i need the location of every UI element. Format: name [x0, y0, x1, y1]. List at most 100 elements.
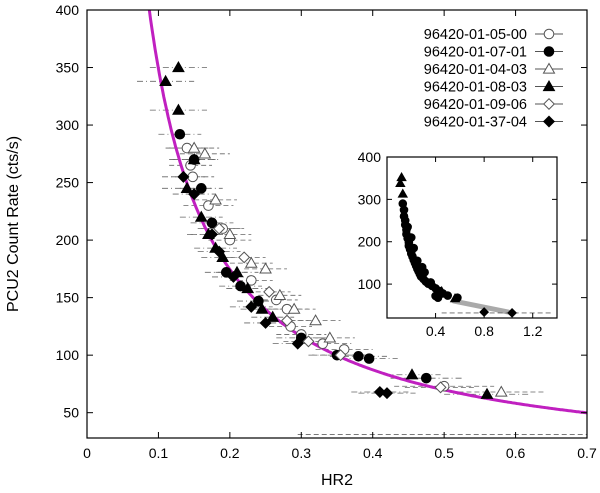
data-point: [213, 222, 226, 235]
y-tick-label: 50: [63, 405, 79, 421]
data-point: [323, 331, 337, 343]
inset-data-point: [409, 243, 419, 253]
data-point: [363, 353, 375, 364]
legend-marker: [542, 79, 556, 92]
data-point: [281, 314, 293, 327]
data-point: [194, 210, 208, 222]
data-point: [238, 251, 251, 264]
inset-x-tick-label: 1.2: [523, 323, 543, 339]
inset-x-tick-label: 0.8: [474, 323, 494, 339]
inset-y-tick-label: 300: [358, 191, 382, 207]
data-point: [259, 262, 272, 274]
inset-data-point: [397, 188, 409, 198]
data-point: [172, 103, 185, 115]
inset-data-point: [433, 293, 443, 302]
inset-frame: [386, 156, 558, 319]
main-axes: 0 0.1 0.2 0.3 0.4 0.5 0.6 0.7 50 100 150 200 250 300 3…: [56, 2, 597, 461]
data-point: [494, 385, 508, 397]
y-tick-label: 300: [56, 117, 80, 133]
data-point: [263, 285, 276, 298]
inset-chart: [395, 171, 551, 318]
data-point: [245, 275, 257, 286]
x-tick-label: 0.4: [363, 445, 383, 461]
data-point: [206, 228, 218, 241]
inset-y-tick-label: 100: [358, 276, 382, 292]
data-point: [273, 288, 287, 300]
data-point: [206, 217, 218, 229]
inset-data-point: [413, 256, 422, 266]
inset-y-tick-label: 200: [358, 234, 382, 250]
data-point: [259, 316, 272, 329]
data-point: [244, 256, 258, 268]
data-point: [241, 281, 255, 294]
inset-y-tick-label: 400: [358, 149, 382, 165]
data-point: [187, 141, 201, 153]
legend-marker: [543, 98, 555, 110]
inset-tail-band: [451, 298, 511, 315]
data-point: [255, 302, 269, 314]
inset-data-point: [443, 291, 453, 300]
data-point: [195, 183, 207, 194]
y-tick-label: 100: [56, 347, 80, 363]
data-point: [188, 188, 201, 201]
main-markers: [159, 60, 508, 400]
x-axis-label: HR2: [321, 472, 353, 489]
x-tick-label: 0.6: [506, 445, 526, 461]
data-point: [159, 74, 172, 86]
x-tick-label: 0.2: [220, 445, 240, 461]
data-point: [220, 267, 232, 278]
legend: 96420-01-05-00 96420-01-07-0196420-01-04-…: [424, 27, 563, 131]
y-tick-label: 250: [56, 175, 80, 191]
data-point: [291, 337, 304, 350]
data-point: [198, 147, 212, 159]
inset-data-point: [403, 222, 412, 232]
legend-label: 96420-01-09-06: [424, 97, 527, 113]
legend-label: 96420-01-07-01: [424, 45, 527, 61]
legend-label: 96420-01-05-00: [424, 27, 527, 43]
x-tick-label: 0.5: [434, 445, 454, 461]
inset-x-tick-label: 0.4: [426, 323, 446, 339]
data-point: [373, 385, 386, 398]
inset-data-point: [507, 308, 517, 318]
data-point: [180, 181, 194, 193]
data-point: [353, 351, 364, 362]
inset-data-point: [453, 293, 462, 302]
x-tick-label: 0.3: [292, 445, 312, 461]
legend-label: 96420-01-08-03: [424, 80, 527, 96]
inset-data-point: [420, 267, 429, 277]
y-tick-label: 200: [56, 232, 80, 248]
data-point: [309, 314, 322, 326]
inset-data-point: [406, 233, 416, 242]
data-point: [302, 335, 315, 348]
data-point: [480, 387, 494, 399]
data-point: [434, 381, 447, 394]
data-point: [177, 170, 190, 183]
legend-marker: [543, 28, 555, 40]
y-tick-label: 350: [56, 60, 80, 76]
data-point: [227, 270, 240, 283]
data-point: [245, 300, 258, 313]
y-axis-label: PCU2 Count Rate (cts/s): [5, 136, 22, 312]
legend-marker: [543, 115, 555, 128]
x-tick-label: 0: [83, 445, 91, 461]
inset-axes: 0.4 0.8 1.2 100 200 300 400: [358, 149, 557, 339]
data-point: [213, 245, 226, 258]
data-point: [287, 302, 301, 314]
x-tick-label: 0.7: [577, 445, 597, 461]
x-tick-label: 0.1: [149, 445, 169, 461]
data-point: [187, 153, 201, 165]
legend-marker: [543, 46, 555, 57]
data-point: [209, 193, 222, 205]
inset-data-point: [426, 278, 436, 287]
y-tick-label: 400: [56, 2, 80, 18]
data-point: [405, 368, 419, 380]
legend-marker: [542, 62, 556, 74]
data-point: [266, 310, 280, 322]
data-point: [334, 349, 347, 362]
y-tick-label: 150: [56, 290, 80, 306]
main-plot-frame: [86, 9, 588, 439]
data-point: [174, 128, 186, 140]
data-point: [253, 295, 264, 307]
data-point: [223, 227, 237, 239]
